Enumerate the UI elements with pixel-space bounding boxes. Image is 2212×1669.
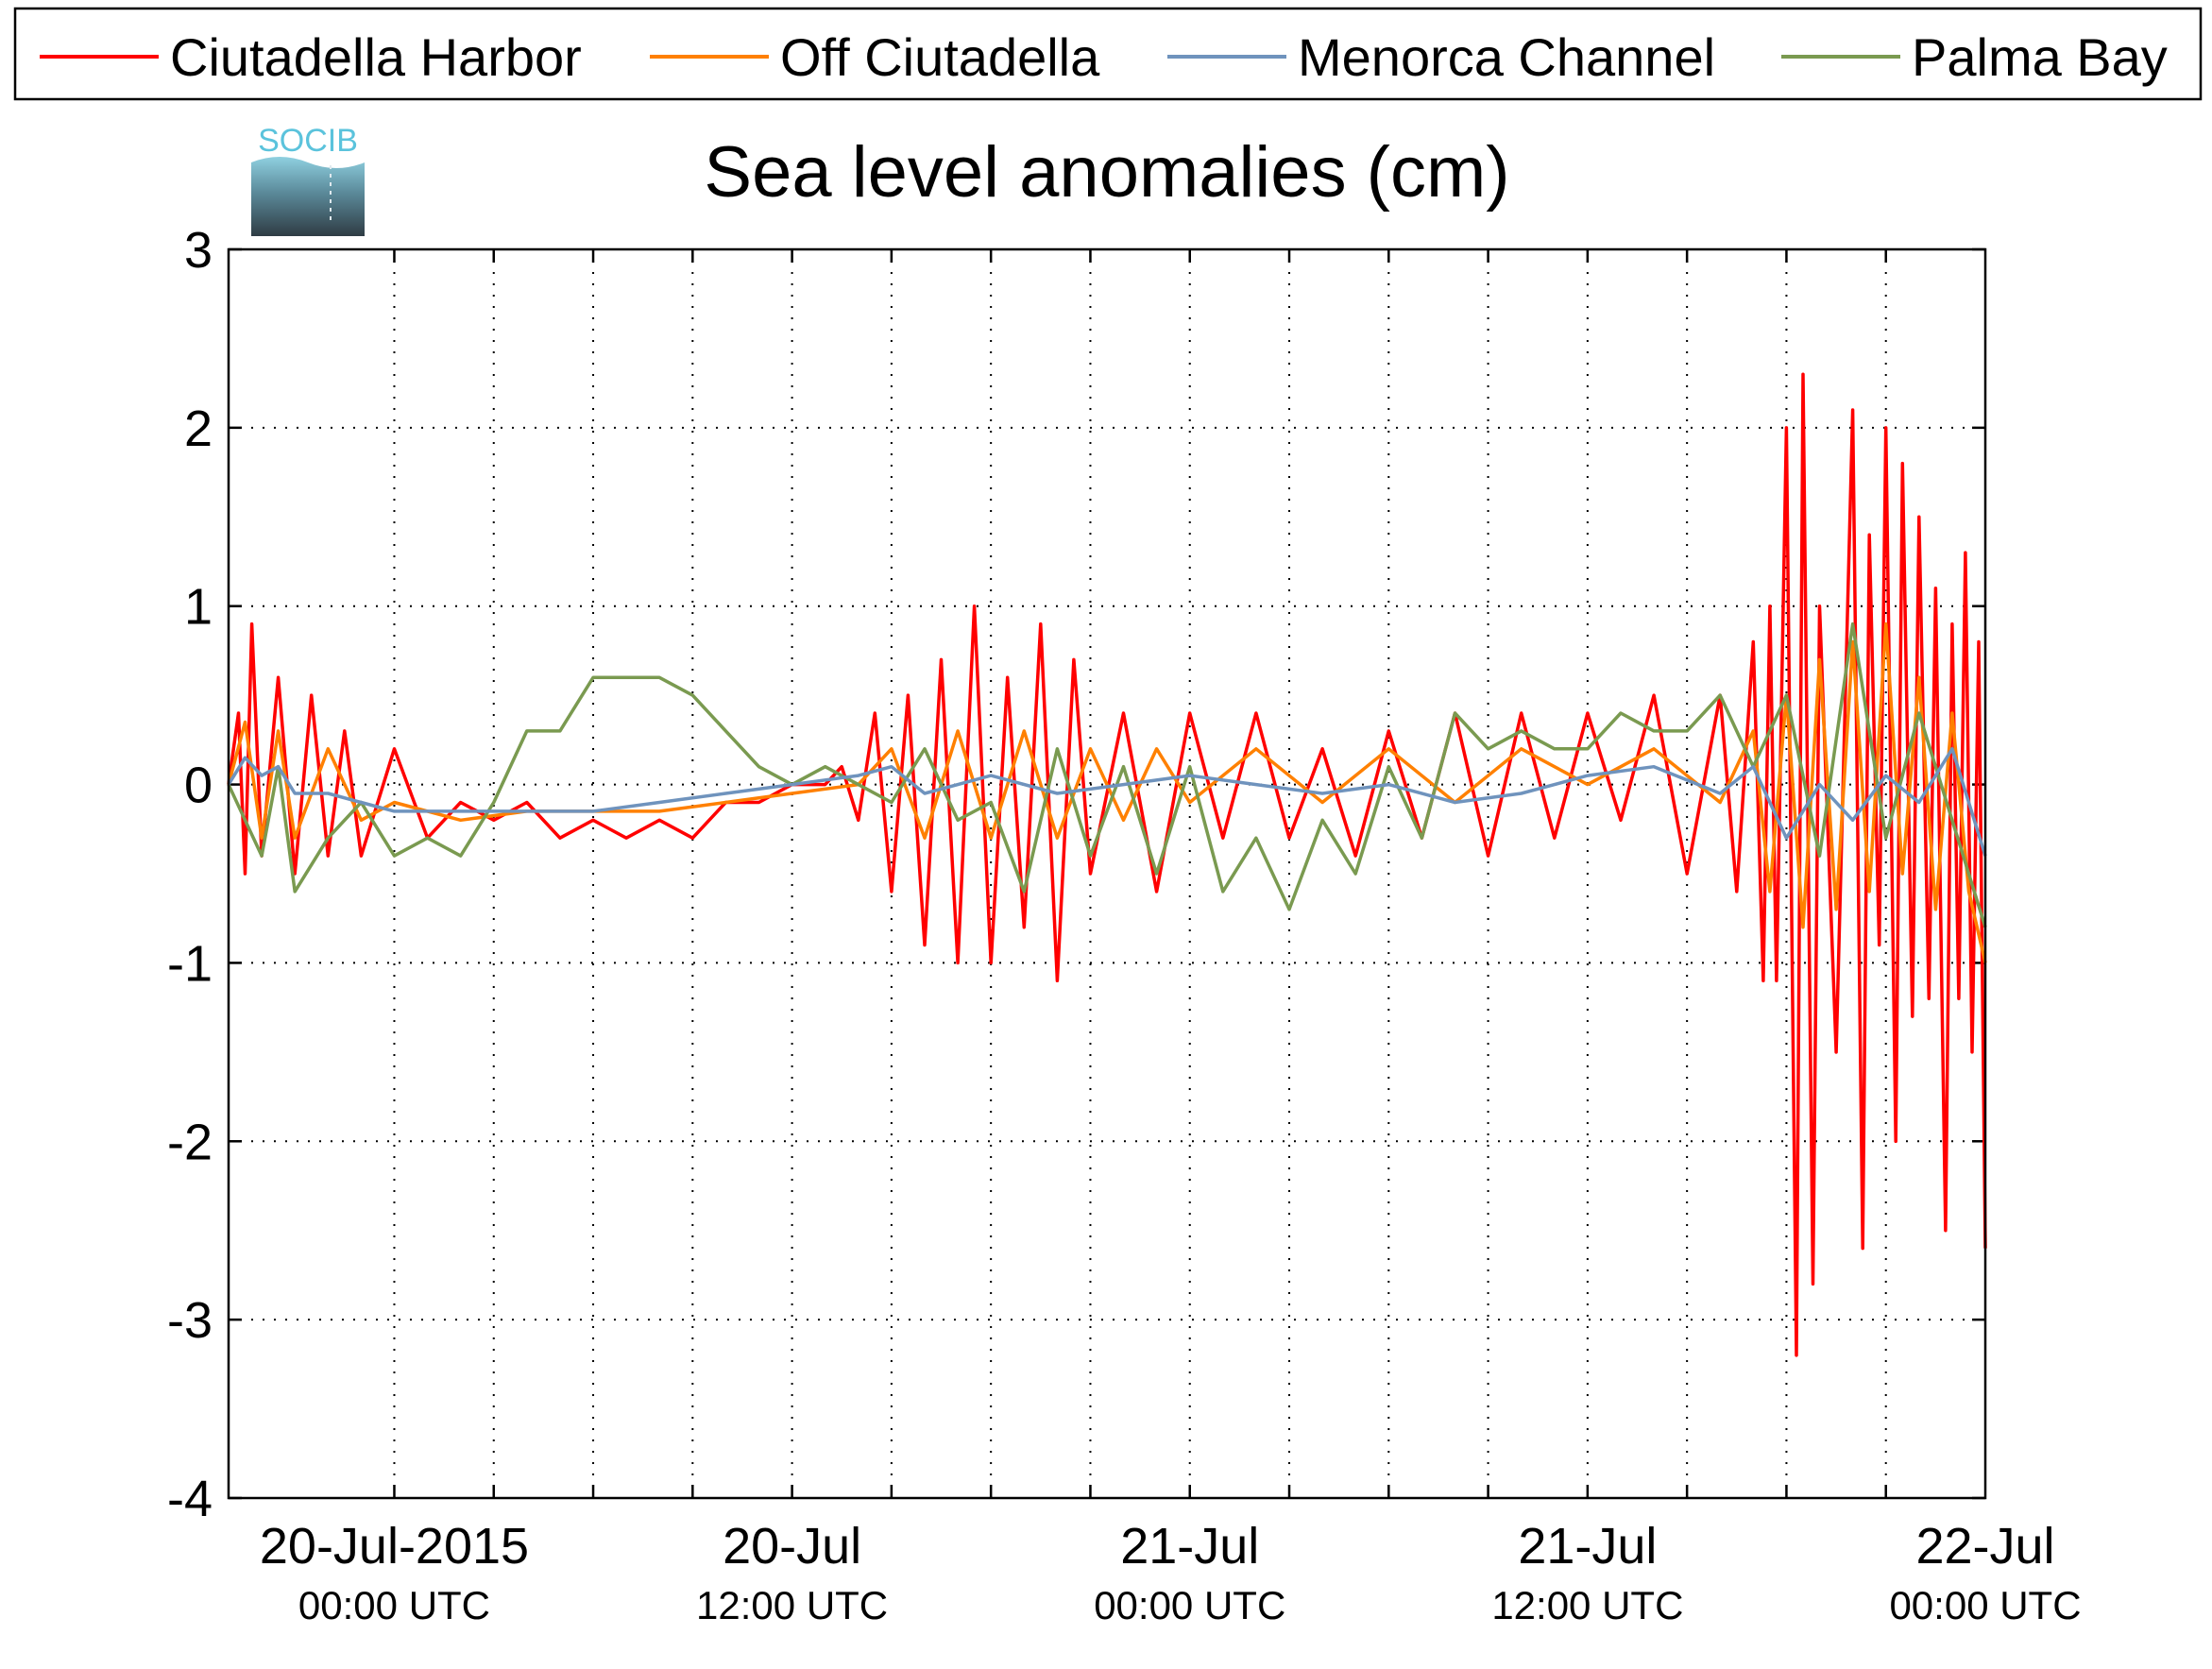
x-tick-label-date: 20-Jul xyxy=(723,1518,861,1575)
legend-label-ciutadella-harbor: Ciutadella Harbor xyxy=(170,27,582,87)
y-tick-labels: 3 2 1 0 -1 -2 -3 -4 xyxy=(167,222,213,1527)
series-line-ciutadella-harbor xyxy=(227,372,1987,1357)
y-tick-label: -3 xyxy=(167,1292,213,1349)
y-tick-label: -4 xyxy=(167,1471,213,1527)
legend-label-menorca-channel: Menorca Channel xyxy=(1298,27,1715,87)
legend: Ciutadella Harbor Off Ciutadella Menorca… xyxy=(13,7,2203,101)
legend-item-off-ciutadella: Off Ciutadella xyxy=(650,27,1100,87)
socib-logo: SOCIB xyxy=(251,123,365,236)
chart-title: Sea level anomalies (cm) xyxy=(704,132,1509,213)
x-tick-label-date: 21-Jul xyxy=(1518,1518,1657,1575)
x-tick-label-time: 00:00 UTC xyxy=(1889,1583,2081,1627)
y-tick-label: 2 xyxy=(184,400,213,457)
legend-label-off-ciutadella: Off Ciutadella xyxy=(780,27,1100,87)
legend-frame xyxy=(13,7,2203,101)
x-tick-label-date: 21-Jul xyxy=(1120,1518,1259,1575)
y-tick-label: 1 xyxy=(184,579,213,636)
series-line-menorca-channel xyxy=(227,747,1987,857)
legend-item-ciutadella-harbor: Ciutadella Harbor xyxy=(40,27,582,87)
plot-frame xyxy=(227,247,1987,1500)
socib-logo-wave xyxy=(251,157,365,236)
series-line-palma-bay xyxy=(227,622,1987,928)
series-group xyxy=(227,372,1987,1357)
y-tick-label: -1 xyxy=(167,935,213,992)
grid xyxy=(229,249,1985,1498)
legend-item-menorca-channel: Menorca Channel xyxy=(1167,27,1715,87)
axis-ticks xyxy=(229,247,1985,1500)
x-tick-label-time: 00:00 UTC xyxy=(298,1583,490,1627)
y-tick-label: 0 xyxy=(184,758,213,814)
x-tick-labels: 20-Jul-2015 00:00 UTC 20-Jul 12:00 UTC 21-Ju… xyxy=(260,1518,2082,1627)
x-tick-label-time: 00:00 UTC xyxy=(1094,1583,1285,1627)
x-tick-label-date: 20-Jul-2015 xyxy=(260,1518,529,1575)
legend-label-palma-bay: Palma Bay xyxy=(1912,27,2168,87)
series-line-off-ciutadella xyxy=(227,622,1987,963)
x-tick-label-time: 12:00 UTC xyxy=(1491,1583,1683,1627)
y-tick-label: 3 xyxy=(184,222,213,279)
socib-logo-text: SOCIB xyxy=(258,123,358,159)
x-tick-label-time: 12:00 UTC xyxy=(696,1583,888,1627)
x-tick-label-date: 22-Jul xyxy=(1915,1518,2054,1575)
y-tick-label: -2 xyxy=(167,1114,213,1170)
legend-item-palma-bay: Palma Bay xyxy=(1781,27,2168,87)
